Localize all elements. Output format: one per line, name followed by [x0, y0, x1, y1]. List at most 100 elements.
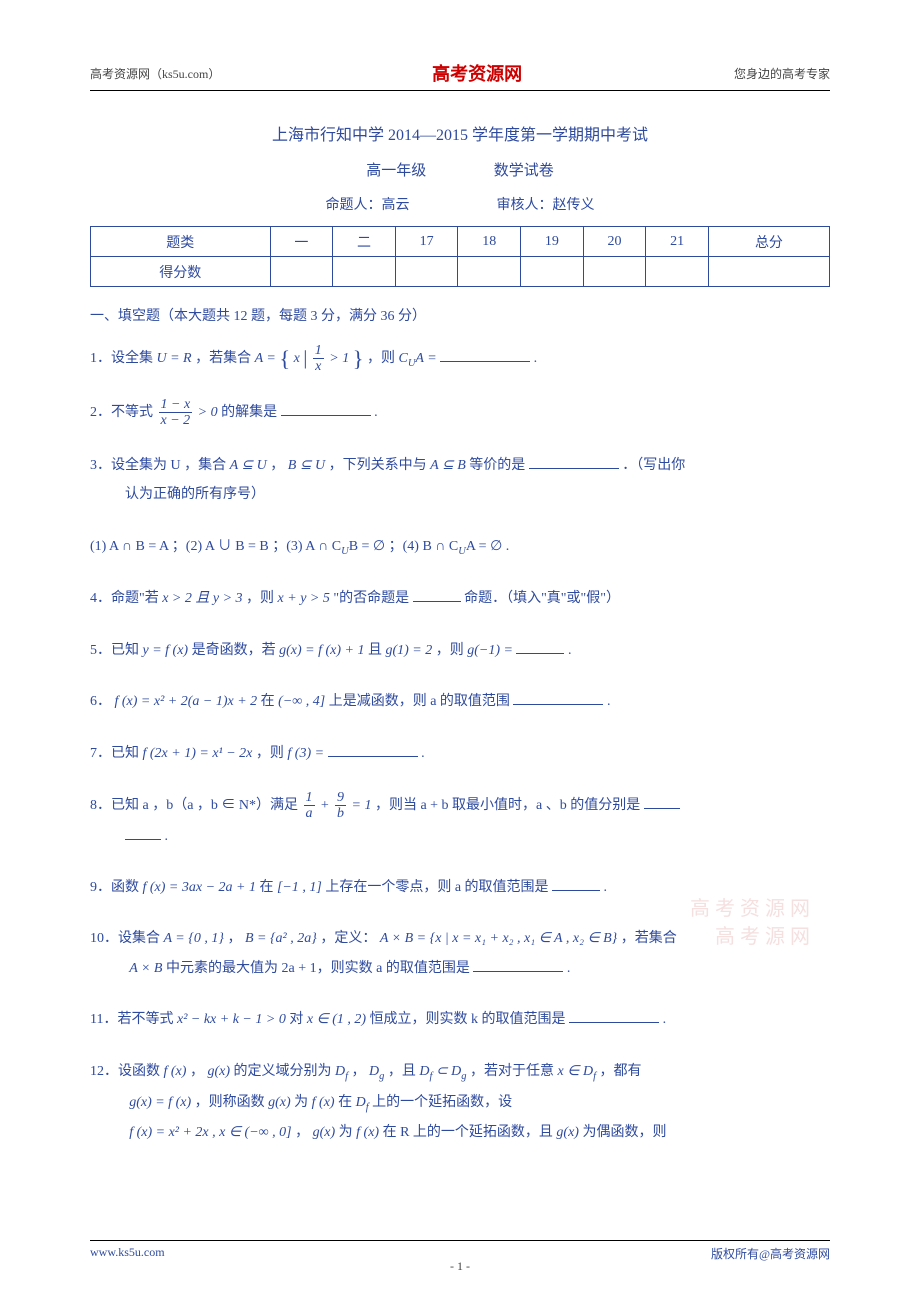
q8-eq1: = 1: [352, 798, 372, 813]
q10-A: A = {0 , 1}: [164, 931, 224, 946]
q12-df2: Df: [356, 1095, 369, 1110]
question-3: 3．设全集为 U ，集合 A ⊆ U ， B ⊆ U ，下列关系中与 A ⊆ B…: [90, 451, 830, 510]
q5-text: 是奇函数，若: [192, 643, 280, 658]
q7-text: ，则: [256, 746, 288, 761]
row-label: 得分数: [91, 257, 271, 287]
question-5: 5．已知 y = f (x) 是奇函数，若 g(x) = f (x) + 1 且…: [90, 636, 830, 665]
answer-blank[interactable]: [125, 826, 161, 840]
q3-text: 等价的是: [469, 458, 525, 473]
q12-fx: f (x): [164, 1064, 187, 1079]
answer-blank[interactable]: [513, 691, 603, 705]
q8-text: ，则当 a + b 取最小值时，a 、b 的值分别是: [375, 798, 640, 813]
question-6: 6． f (x) = x² + 2(a − 1)x + 2 在 (−∞ , 4]…: [90, 687, 830, 716]
q3-bu: B ⊆ U: [288, 458, 325, 473]
q3-line2: 认为正确的所有序号）: [90, 480, 830, 509]
th-21: 21: [646, 227, 709, 257]
answer-blank[interactable]: [413, 588, 461, 602]
q3-ab: A ⊆ B: [430, 458, 466, 473]
answer-blank[interactable]: [529, 455, 619, 469]
question-10: 10．设集合 A = {0 , 1} ， B = {a² , 2a} ，定义： …: [90, 924, 830, 983]
dot: .: [604, 880, 608, 895]
q2-gt0: > 0: [198, 405, 218, 420]
answer-blank[interactable]: [328, 743, 418, 757]
page-number: - 1 -: [450, 1259, 470, 1274]
q12-eq: g(x) = f (x): [129, 1095, 191, 1110]
q10-axb2: A × B: [129, 961, 162, 976]
brace-icon: {: [279, 346, 290, 371]
answer-blank[interactable]: [440, 348, 530, 362]
q12-text: ，且: [388, 1064, 420, 1079]
q3-au: A ⊆ U: [230, 458, 267, 473]
cell-blank: [708, 257, 829, 287]
q12-fx3b: f (x): [356, 1125, 379, 1140]
q8-text: 8．已知 a ，b（a ，b ∈ N*）满足: [90, 798, 302, 813]
q12-fx: f (x): [312, 1095, 335, 1110]
authors-row: 命题人：高云 审核人：赵传义: [90, 194, 830, 214]
q6-int: (−∞ , 4]: [278, 694, 325, 709]
q6-text: 上是减函数，则 a 的取值范围: [329, 694, 510, 709]
th-1: 一: [270, 227, 333, 257]
comma: ，: [270, 458, 284, 473]
q10-text: 10．设集合: [90, 931, 164, 946]
plus: +: [320, 798, 333, 813]
table-row: 得分数: [91, 257, 830, 287]
answer-blank[interactable]: [281, 402, 371, 416]
q3-text: 3．设全集为 U ，集合: [90, 458, 230, 473]
q7-text: 7．已知: [90, 746, 143, 761]
footer-copyright: 版权所有@高考资源网: [711, 1245, 830, 1262]
answer-blank[interactable]: [552, 877, 600, 891]
q9-int: [−1 , 1]: [277, 880, 322, 895]
th-2: 二: [333, 227, 396, 257]
answer-blank[interactable]: [644, 795, 680, 809]
grade-label: 高一年级: [366, 163, 426, 179]
cell-blank: [521, 257, 584, 287]
comma: ，: [227, 931, 241, 946]
q5-g1: g(1) = 2: [385, 643, 432, 658]
dot: .: [421, 746, 425, 761]
q10-axb: A × B = {x | x = x₁ + x₂ , x₁ ∈ A , x₂ ∈…: [380, 931, 617, 946]
cell-blank: [583, 257, 646, 287]
answer-blank[interactable]: [569, 1009, 659, 1023]
q12-df: Df: [335, 1064, 348, 1079]
answer-blank[interactable]: [473, 958, 563, 972]
q5-gx: g(x) = f (x) + 1: [279, 643, 364, 658]
q7-f: f (2x + 1) = x¹ − 2x: [143, 746, 253, 761]
q5-text: 5．已知: [90, 643, 143, 658]
header-left: 高考资源网（ks5u.com）: [90, 65, 220, 82]
q9-text: 9．函数: [90, 880, 143, 895]
q11-xin: x ∈ (1 , 2): [307, 1012, 366, 1027]
q1-cond: > 1: [329, 351, 349, 366]
q9-fx: f (x) = 3ax − 2a + 1: [143, 880, 256, 895]
q4-text: 4．命题"若: [90, 591, 162, 606]
question-9: 9．函数 f (x) = 3ax − 2a + 1 在 [−1 , 1] 上存在…: [90, 873, 830, 902]
answer-blank[interactable]: [516, 640, 564, 654]
q3-opts: (1) A ∩ B = A ；(2) A ∪ B = B ；(3) A ∩ C: [90, 539, 341, 554]
th-18: 18: [458, 227, 521, 257]
q4-cond: x > 2 且 y > 3: [162, 591, 242, 606]
author-1: 命题人：高云: [326, 198, 410, 213]
question-7: 7．已知 f (2x + 1) = x¹ − 2x ，则 f (3) = .: [90, 739, 830, 768]
q11-text: 对: [289, 1012, 307, 1027]
q7-f3: f (3) =: [287, 746, 324, 761]
author-2: 审核人：赵传义: [497, 198, 595, 213]
comma: ，: [190, 1064, 204, 1079]
th-17: 17: [395, 227, 458, 257]
sub: U: [458, 545, 466, 556]
q11-text: 11．若不等式: [90, 1012, 177, 1027]
question-1: 1．设全集 U = R ，若集合 A = { x | 1x > 1 } ，则 C…: [90, 343, 830, 375]
cell-blank: [270, 257, 333, 287]
page-header: 高考资源网（ks5u.com） 高考资源网 您身边的高考专家: [90, 60, 830, 91]
question-11: 11．若不等式 x² − kx + k − 1 > 0 对 x ∈ (1 , 2…: [90, 1005, 830, 1034]
subject-label: 数学试卷: [494, 163, 554, 179]
q12-text: 为: [294, 1095, 312, 1110]
q12-gx3b: g(x): [556, 1125, 579, 1140]
comma: ，: [352, 1064, 366, 1079]
q10-text: 中元素的最大值为 2a + 1，则实数 a 的取值范围是: [166, 961, 470, 976]
q5-gneg1: g(−1) =: [467, 643, 513, 658]
cell-blank: [333, 257, 396, 287]
q5-yfx: y = f (x): [143, 643, 189, 658]
q4-text: 命题．（填入"真"或"假"）: [464, 591, 620, 606]
q4-text: ，则: [246, 591, 278, 606]
cell-blank: [458, 257, 521, 287]
q12-text: 在 R 上的一个延拓函数，且: [383, 1125, 557, 1140]
